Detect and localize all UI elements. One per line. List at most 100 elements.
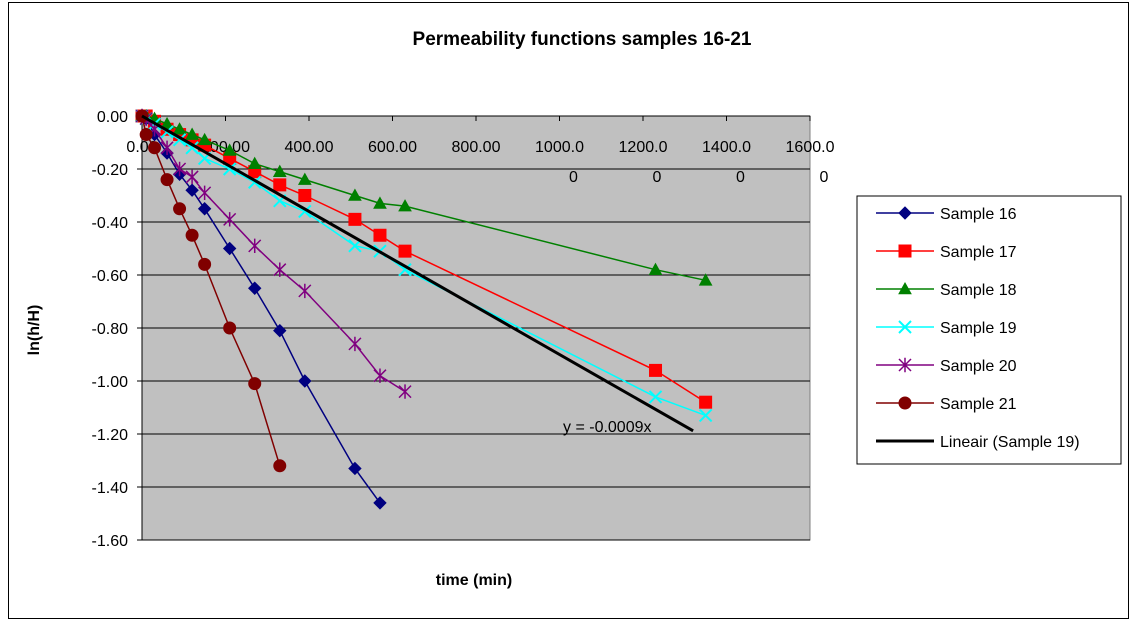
x-axis-ticks: 0.00 200.00 400.00 600.00 800.00 1000.001200.… bbox=[126, 116, 835, 186]
legend-item: Sample 16 bbox=[876, 206, 1017, 223]
data-point bbox=[223, 212, 237, 227]
data-point bbox=[699, 395, 713, 409]
series-line bbox=[142, 115, 706, 282]
data-point bbox=[185, 183, 199, 197]
data-point bbox=[185, 169, 199, 185]
trendline: y = -0.0009x bbox=[141, 114, 694, 436]
legend-label: Sample 20 bbox=[940, 358, 1017, 375]
data-point bbox=[698, 408, 713, 423]
data-point bbox=[298, 189, 312, 202]
data-point bbox=[197, 202, 212, 216]
data-point bbox=[248, 281, 262, 295]
data-point bbox=[172, 122, 187, 135]
legend-label: Sample 18 bbox=[940, 282, 1017, 299]
x-tick-label: 600.00 bbox=[368, 139, 417, 156]
data-point bbox=[173, 161, 187, 177]
legend-swatch-marker bbox=[898, 206, 912, 220]
data-point bbox=[373, 196, 387, 209]
data-point bbox=[148, 141, 162, 155]
legend-item: Sample 18 bbox=[876, 281, 1017, 299]
x-tick-label-line2: 0 bbox=[820, 169, 829, 186]
legend: Sample 16 Sample 17 Sample 18 Sample 19 Samp… bbox=[856, 195, 1122, 465]
trendline-line bbox=[141, 114, 694, 433]
data-point bbox=[648, 390, 663, 404]
x-tick-label-line2: 0 bbox=[569, 169, 578, 186]
data-point bbox=[185, 228, 199, 242]
x-tick-label: 1200.0 bbox=[619, 139, 668, 156]
data-point bbox=[273, 459, 287, 473]
data-point bbox=[398, 199, 412, 212]
legend-swatch-marker bbox=[898, 244, 912, 258]
y-tick-label: 0.00 bbox=[97, 109, 128, 126]
y-tick-label: -0.20 bbox=[92, 162, 129, 179]
data-point bbox=[273, 262, 287, 277]
legend-label: Sample 21 bbox=[940, 396, 1017, 413]
x-tick-label: 1600.0 bbox=[786, 139, 835, 156]
legend-swatch-marker bbox=[898, 357, 912, 373]
data-point bbox=[348, 212, 362, 226]
y-tick-label: -1.40 bbox=[92, 480, 129, 497]
data-point bbox=[272, 164, 287, 177]
data-point bbox=[248, 377, 262, 391]
x-tick-label-line2: 0 bbox=[653, 169, 662, 186]
data-point bbox=[173, 202, 187, 216]
y-axis-ticks: 0.00 -0.20 -0.40 -0.60 -0.80 -1.00 -1.20 -1.40 -… bbox=[92, 109, 142, 550]
trendline-equation: y = -0.0009x bbox=[563, 419, 652, 436]
data-point bbox=[198, 257, 212, 271]
data-point bbox=[348, 188, 362, 201]
data-point bbox=[698, 273, 713, 286]
legend-label: Lineair (Sample 19) bbox=[940, 434, 1080, 451]
x-axis-title: time (min) bbox=[436, 572, 512, 589]
y-tick-label: -1.00 bbox=[92, 374, 129, 391]
data-point bbox=[298, 283, 312, 299]
data-point bbox=[222, 241, 237, 256]
x-tick-label-line2: 0 bbox=[736, 169, 745, 186]
y-axis-title: ln(h/H) bbox=[26, 305, 43, 356]
y-tick-label: -1.60 bbox=[92, 533, 129, 550]
y-tick-label: -0.40 bbox=[92, 215, 129, 232]
data-point bbox=[273, 178, 287, 192]
plot-area bbox=[141, 115, 811, 541]
x-tick-label: 1400.0 bbox=[702, 139, 751, 156]
series-layer: y = -0.0009x bbox=[135, 108, 713, 510]
data-point bbox=[297, 172, 312, 185]
legend-label: Sample 16 bbox=[940, 206, 1017, 223]
data-point bbox=[139, 128, 153, 142]
data-point bbox=[298, 374, 312, 388]
x-tick-label: 800.00 bbox=[452, 139, 501, 156]
data-point bbox=[185, 127, 199, 140]
data-point bbox=[197, 132, 212, 146]
data-point bbox=[198, 185, 212, 201]
data-point bbox=[348, 461, 362, 476]
legend-item: Sample 17 bbox=[876, 244, 1017, 261]
series-sample-21 bbox=[135, 109, 287, 473]
legend-swatch-marker bbox=[898, 320, 912, 334]
data-point bbox=[348, 336, 362, 352]
data-point bbox=[649, 363, 663, 377]
legend-swatch-marker bbox=[898, 281, 912, 295]
legend-item: Sample 19 bbox=[876, 320, 1017, 337]
legend-label: Sample 17 bbox=[940, 244, 1017, 261]
legend-item: Sample 20 bbox=[876, 357, 1017, 375]
data-point bbox=[398, 384, 412, 399]
data-point bbox=[160, 173, 174, 187]
data-point bbox=[398, 244, 412, 258]
y-tick-label: -0.80 bbox=[92, 321, 129, 338]
data-point bbox=[648, 262, 663, 275]
data-point bbox=[160, 140, 174, 155]
data-point bbox=[373, 228, 387, 242]
chart-title: Permeability functions samples 16-21 bbox=[413, 29, 752, 50]
data-point bbox=[223, 321, 237, 335]
legend-swatch-marker bbox=[898, 396, 912, 410]
x-tick-label: 400.00 bbox=[285, 139, 334, 156]
data-point bbox=[247, 156, 262, 169]
data-point bbox=[273, 323, 287, 338]
data-point bbox=[222, 143, 237, 156]
legend-item: Lineair (Sample 19) bbox=[876, 434, 1080, 451]
data-point bbox=[248, 238, 262, 254]
legend-label: Sample 19 bbox=[940, 320, 1017, 337]
data-point bbox=[373, 368, 387, 383]
y-tick-label: -1.20 bbox=[92, 427, 129, 444]
x-tick-label: 1000.0 bbox=[535, 139, 584, 156]
